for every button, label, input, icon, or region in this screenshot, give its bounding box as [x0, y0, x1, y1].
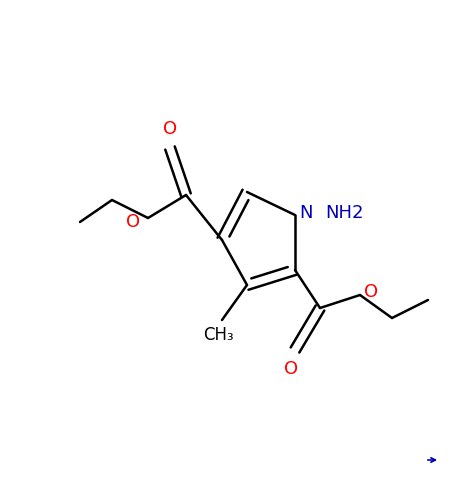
Text: NH2: NH2	[325, 204, 364, 222]
Text: O: O	[163, 120, 177, 138]
Text: N: N	[299, 204, 313, 222]
Text: O: O	[284, 360, 298, 378]
Text: O: O	[364, 283, 378, 301]
Text: CH₃: CH₃	[202, 326, 233, 344]
Text: O: O	[126, 213, 140, 231]
